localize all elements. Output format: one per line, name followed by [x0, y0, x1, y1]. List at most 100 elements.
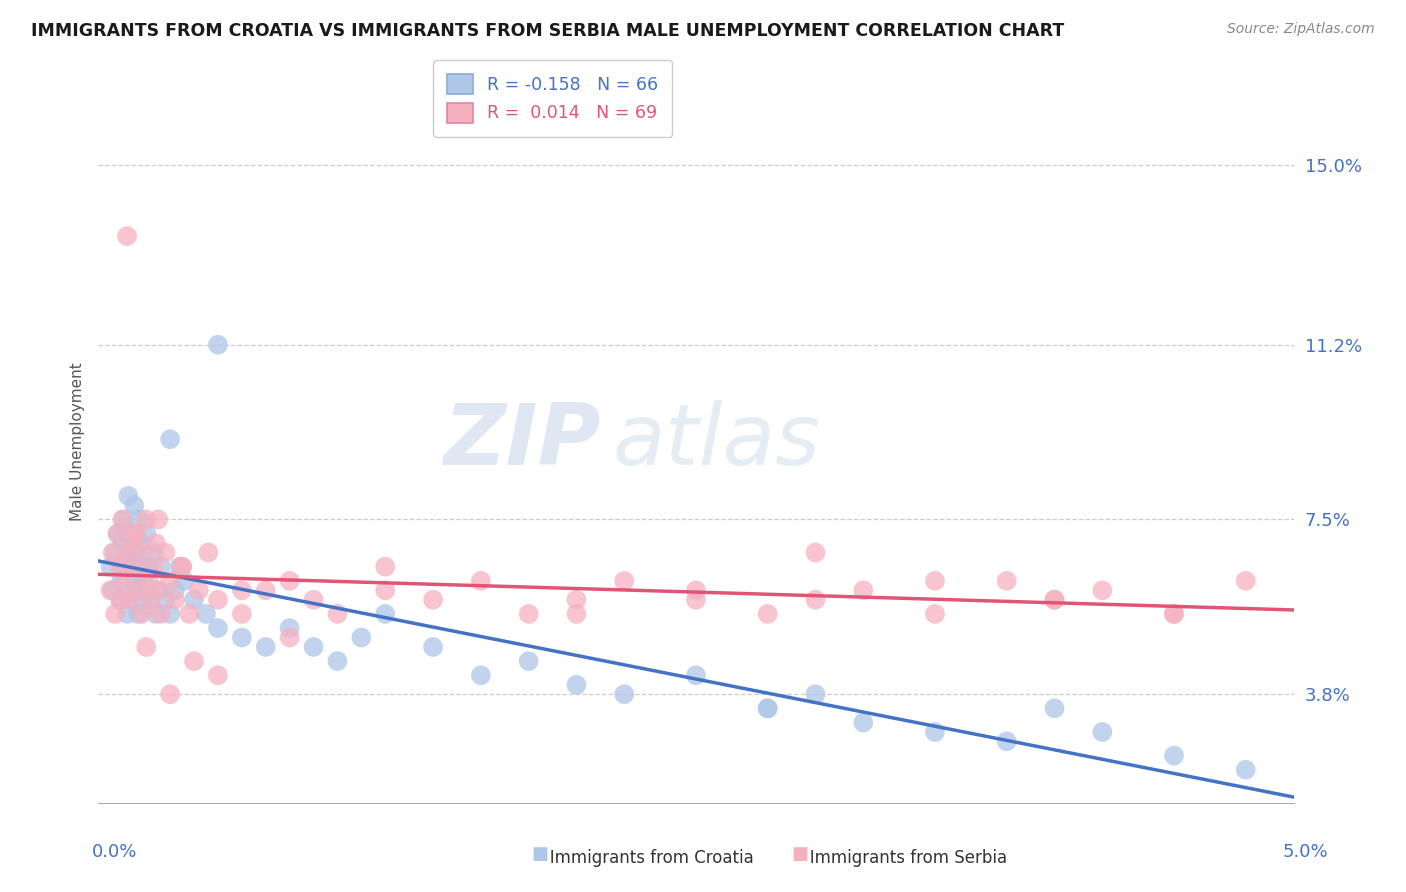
Point — [115, 545, 138, 559]
Text: Immigrants from Croatia: Immigrants from Croatia — [534, 849, 754, 867]
Point — [101, 545, 124, 559]
Point — [852, 715, 875, 730]
Point — [115, 607, 138, 621]
Point — [685, 592, 707, 607]
Point — [135, 526, 157, 541]
Point — [207, 621, 229, 635]
Point — [804, 592, 827, 607]
Point — [173, 574, 195, 588]
Point — [207, 592, 229, 607]
Point — [179, 607, 201, 621]
Point — [517, 654, 540, 668]
Point — [924, 574, 946, 588]
Point — [924, 725, 946, 739]
Point — [104, 607, 127, 621]
Point — [852, 583, 875, 598]
Point — [128, 583, 150, 598]
Point — [112, 512, 135, 526]
Point — [804, 687, 827, 701]
Point — [108, 559, 131, 574]
Point — [278, 631, 301, 645]
Point — [159, 432, 181, 446]
Point — [1234, 763, 1257, 777]
Point — [145, 536, 167, 550]
Point — [756, 607, 779, 621]
Point — [1091, 583, 1114, 598]
Point — [804, 545, 827, 559]
Point — [101, 583, 124, 598]
Point — [118, 592, 141, 607]
Point — [138, 574, 160, 588]
Point — [155, 545, 177, 559]
Point — [685, 668, 707, 682]
Point — [302, 592, 325, 607]
Point — [139, 592, 162, 607]
Point — [107, 526, 129, 541]
Point — [207, 337, 229, 351]
Point — [187, 583, 209, 598]
Point — [163, 583, 186, 598]
Point — [326, 607, 349, 621]
Point — [422, 592, 444, 607]
Point — [207, 668, 229, 682]
Point — [98, 559, 122, 574]
Point — [149, 607, 172, 621]
Point — [159, 607, 181, 621]
Point — [120, 592, 142, 607]
Point — [142, 559, 165, 574]
Point — [114, 574, 136, 588]
Point — [278, 574, 301, 588]
Point — [124, 526, 146, 541]
Point — [169, 559, 191, 574]
Point — [131, 592, 153, 607]
Point — [117, 489, 139, 503]
Point — [142, 545, 165, 559]
Point — [1043, 701, 1066, 715]
Point — [470, 574, 492, 588]
Point — [98, 583, 122, 598]
Legend: R = -0.158   N = 66, R =  0.014   N = 69: R = -0.158 N = 66, R = 0.014 N = 69 — [433, 60, 672, 136]
Point — [1043, 592, 1066, 607]
Point — [135, 512, 157, 526]
Point — [159, 687, 181, 701]
Text: Source: ZipAtlas.com: Source: ZipAtlas.com — [1227, 22, 1375, 37]
Text: 0.0%: 0.0% — [91, 843, 136, 861]
Point — [254, 640, 277, 654]
Point — [517, 607, 540, 621]
Point — [613, 687, 636, 701]
Point — [374, 583, 396, 598]
Point — [131, 607, 153, 621]
Point — [374, 559, 396, 574]
Point — [121, 536, 143, 550]
Point — [1163, 607, 1185, 621]
Point — [374, 607, 396, 621]
Point — [108, 592, 131, 607]
Point — [115, 229, 138, 244]
Point — [231, 607, 253, 621]
Point — [132, 545, 155, 559]
Point — [231, 631, 253, 645]
Point — [122, 583, 145, 598]
Point — [118, 526, 141, 541]
Point — [172, 559, 194, 574]
Point — [148, 583, 170, 598]
Point — [104, 545, 127, 559]
Point — [121, 559, 143, 574]
Text: ■: ■ — [792, 846, 808, 863]
Point — [326, 654, 349, 668]
Point — [231, 583, 253, 598]
Point — [195, 607, 218, 621]
Point — [131, 559, 153, 574]
Point — [129, 536, 152, 550]
Point — [470, 668, 492, 682]
Point — [995, 734, 1018, 748]
Point — [1091, 725, 1114, 739]
Point — [278, 621, 301, 635]
Point — [197, 545, 219, 559]
Point — [135, 640, 157, 654]
Point — [302, 640, 325, 654]
Point — [124, 498, 146, 512]
Point — [125, 526, 148, 541]
Point — [127, 607, 149, 621]
Point — [756, 701, 779, 715]
